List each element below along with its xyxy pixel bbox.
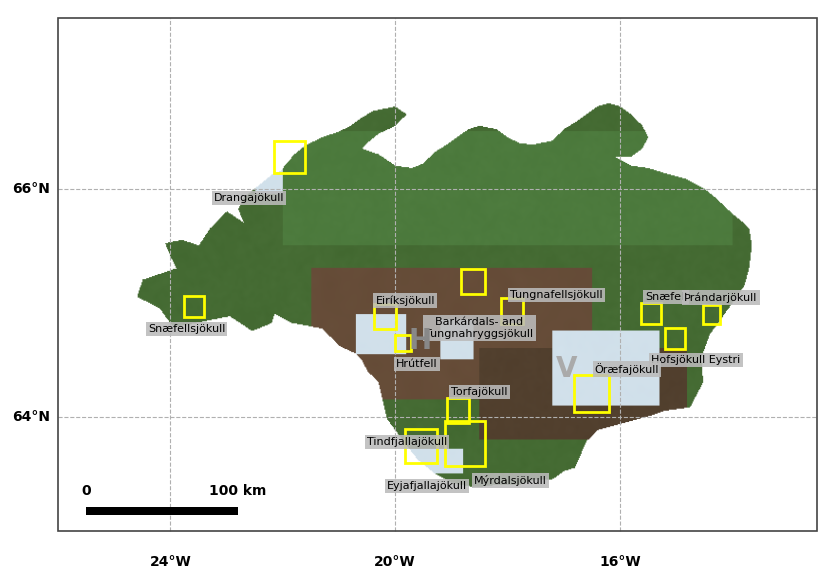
Text: V: V <box>555 355 576 383</box>
Text: 100 km: 100 km <box>209 484 266 498</box>
Bar <box>373 304 396 329</box>
Text: 24°W: 24°W <box>149 555 191 569</box>
Bar <box>395 335 411 351</box>
Text: Eiríksjökull: Eiríksjökull <box>375 296 435 306</box>
Text: Hrútfell: Hrútfell <box>396 359 437 369</box>
Text: 66°N: 66°N <box>12 182 50 196</box>
Bar <box>405 429 436 463</box>
Text: H: H <box>408 326 431 354</box>
Text: Torfajökull: Torfajökull <box>450 387 508 397</box>
Bar <box>58 18 816 531</box>
Text: 64°N: 64°N <box>12 410 50 424</box>
Text: 20°W: 20°W <box>374 555 416 569</box>
Bar <box>184 296 204 317</box>
Bar <box>500 298 522 324</box>
Bar <box>58 18 816 531</box>
Text: Tungnafellsjökull: Tungnafellsjökull <box>510 290 602 300</box>
Text: Eyjafjallajökull: Eyjafjallajökull <box>387 481 466 491</box>
Bar <box>86 507 238 515</box>
Text: Öræfajökull: Öræfajökull <box>594 363 658 376</box>
Text: Þrándarjökull: Þrándarjökull <box>683 292 757 303</box>
Bar <box>274 141 305 173</box>
Text: Snæfellsjökull: Snæfellsjökull <box>147 324 225 334</box>
Bar <box>446 398 469 423</box>
Text: Barkárdals- and
Tungnahryggsjökull: Barkárdals- and Tungnahryggsjökull <box>425 317 533 339</box>
Text: Snæfell: Snæfell <box>644 293 686 303</box>
Bar <box>573 375 608 412</box>
Text: Drangajökull: Drangajökull <box>214 193 284 203</box>
Bar <box>641 303 660 324</box>
Bar <box>664 328 684 349</box>
Text: Hofsjökull Eystri: Hofsjökull Eystri <box>651 355 740 365</box>
Bar <box>461 269 484 294</box>
Text: Mýrdalsjökull: Mýrdalsjökull <box>474 475 546 485</box>
Text: 0: 0 <box>81 484 91 498</box>
Bar <box>702 305 719 324</box>
Text: Tindfjallajökull: Tindfjallajökull <box>367 437 447 447</box>
Bar <box>444 420 484 467</box>
Text: 16°W: 16°W <box>599 555 640 569</box>
